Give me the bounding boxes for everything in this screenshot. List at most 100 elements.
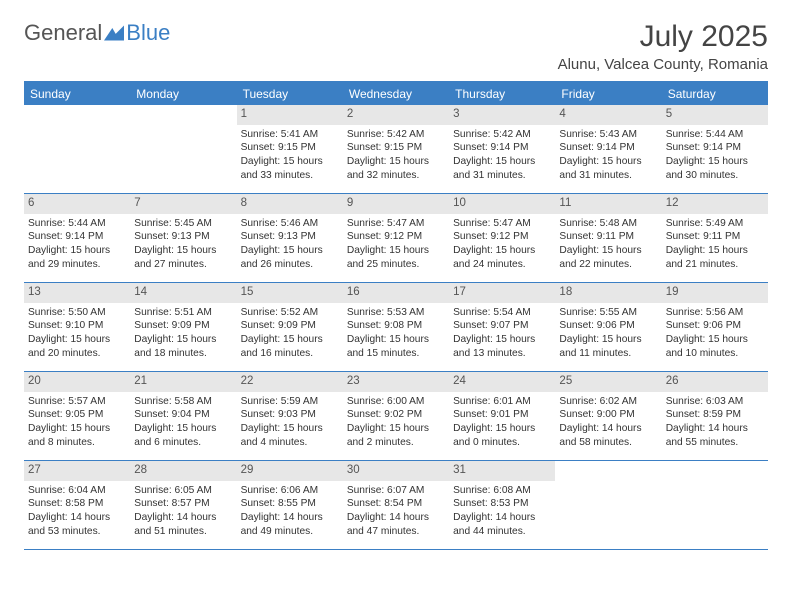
sunrise-text: Sunrise: 5:47 AM	[347, 217, 445, 231]
daylight-line1: Daylight: 15 hours	[28, 244, 126, 258]
sunset-text: Sunset: 8:53 PM	[453, 497, 551, 511]
day-cell: 21Sunrise: 5:58 AMSunset: 9:04 PMDayligh…	[130, 372, 236, 460]
logo-text-1: General	[24, 20, 102, 46]
day-number: 7	[130, 194, 236, 214]
day-number: 6	[24, 194, 130, 214]
sunset-text: Sunset: 9:08 PM	[347, 319, 445, 333]
daylight-line2: and 32 minutes.	[347, 169, 445, 183]
day-header-cell: Thursday	[449, 83, 555, 105]
daylight-line2: and 58 minutes.	[559, 436, 657, 450]
sunrise-text: Sunrise: 5:49 AM	[666, 217, 764, 231]
day-cell: 11Sunrise: 5:48 AMSunset: 9:11 PMDayligh…	[555, 194, 661, 282]
sunrise-text: Sunrise: 6:00 AM	[347, 395, 445, 409]
day-cell: 18Sunrise: 5:55 AMSunset: 9:06 PMDayligh…	[555, 283, 661, 371]
sunset-text: Sunset: 8:58 PM	[28, 497, 126, 511]
daylight-line1: Daylight: 15 hours	[134, 244, 232, 258]
day-number: 23	[343, 372, 449, 392]
day-cell: 17Sunrise: 5:54 AMSunset: 9:07 PMDayligh…	[449, 283, 555, 371]
daylight-line1: Daylight: 15 hours	[347, 155, 445, 169]
day-cell	[555, 461, 661, 549]
daylight-line2: and 27 minutes.	[134, 258, 232, 272]
day-cell: 12Sunrise: 5:49 AMSunset: 9:11 PMDayligh…	[662, 194, 768, 282]
day-cell: 29 Sunrise: 6:06 AMSunset: 8:55 PMDayligh…	[237, 461, 343, 549]
sunset-text: Sunset: 9:14 PM	[28, 230, 126, 244]
sunrise-text: Sunrise: 5:50 AM	[28, 306, 126, 320]
day-cell	[662, 461, 768, 549]
daylight-line2: and 55 minutes.	[666, 436, 764, 450]
sunrise-text: Sunrise: 5:59 AM	[241, 395, 339, 409]
sunset-text: Sunset: 8:57 PM	[134, 497, 232, 511]
sunrise-text: Sunrise: 6:06 AM	[241, 484, 339, 498]
day-number: 27	[24, 461, 130, 481]
sunrise-text: Sunrise: 5:57 AM	[28, 395, 126, 409]
daylight-line2: and 8 minutes.	[28, 436, 126, 450]
day-number: 17	[449, 283, 555, 303]
page-title: July 2025	[640, 20, 768, 54]
sunset-text: Sunset: 9:11 PM	[559, 230, 657, 244]
daylight-line2: and 26 minutes.	[241, 258, 339, 272]
sunrise-text: Sunrise: 6:03 AM	[666, 395, 764, 409]
daylight-line2: and 4 minutes.	[241, 436, 339, 450]
daylight-line1: Daylight: 15 hours	[347, 244, 445, 258]
daylight-line1: Daylight: 15 hours	[666, 155, 764, 169]
sunset-text: Sunset: 9:14 PM	[666, 141, 764, 155]
daylight-line1: Daylight: 15 hours	[347, 422, 445, 436]
sunset-text: Sunset: 9:10 PM	[28, 319, 126, 333]
sunset-text: Sunset: 9:13 PM	[241, 230, 339, 244]
day-number: 5	[662, 105, 768, 125]
calendar-body: 1Sunrise: 5:41 AMSunset: 9:15 PMDaylight…	[24, 105, 768, 550]
day-cell	[24, 105, 130, 193]
daylight-line1: Daylight: 14 hours	[241, 511, 339, 525]
sunrise-text: Sunrise: 5:54 AM	[453, 306, 551, 320]
daylight-line2: and 31 minutes.	[559, 169, 657, 183]
sunset-text: Sunset: 9:03 PM	[241, 408, 339, 422]
day-header-row: SundayMondayTuesdayWednesdayThursdayFrid…	[24, 83, 768, 105]
sunrise-text: Sunrise: 5:42 AM	[453, 128, 551, 142]
sunrise-text: Sunrise: 5:53 AM	[347, 306, 445, 320]
day-cell	[130, 105, 236, 193]
daylight-line2: and 51 minutes.	[134, 525, 232, 539]
day-cell: 19Sunrise: 5:56 AMSunset: 9:06 PMDayligh…	[662, 283, 768, 371]
daylight-line2: and 47 minutes.	[347, 525, 445, 539]
day-cell: 22Sunrise: 5:59 AMSunset: 9:03 PMDayligh…	[237, 372, 343, 460]
day-number: 28	[130, 461, 236, 481]
sunset-text: Sunset: 9:00 PM	[559, 408, 657, 422]
sunrise-text: Sunrise: 6:04 AM	[28, 484, 126, 498]
sunrise-text: Sunrise: 5:52 AM	[241, 306, 339, 320]
day-cell: 2Sunrise: 5:42 AMSunset: 9:15 PMDaylight…	[343, 105, 449, 193]
daylight-line2: and 49 minutes.	[241, 525, 339, 539]
day-cell: 13Sunrise: 5:50 AMSunset: 9:10 PMDayligh…	[24, 283, 130, 371]
daylight-line1: Daylight: 15 hours	[559, 333, 657, 347]
week-row: 20Sunrise: 5:57 AMSunset: 9:05 PMDayligh…	[24, 372, 768, 461]
daylight-line1: Daylight: 15 hours	[28, 333, 126, 347]
daylight-line2: and 2 minutes.	[347, 436, 445, 450]
day-number: 3	[449, 105, 555, 125]
daylight-line1: Daylight: 15 hours	[453, 422, 551, 436]
day-number: 21	[130, 372, 236, 392]
sunset-text: Sunset: 8:55 PM	[241, 497, 339, 511]
daylight-line2: and 20 minutes.	[28, 347, 126, 361]
day-number: 29	[237, 461, 343, 481]
daylight-line2: and 15 minutes.	[347, 347, 445, 361]
sunset-text: Sunset: 9:09 PM	[134, 319, 232, 333]
day-number: 8	[237, 194, 343, 214]
daylight-line1: Daylight: 15 hours	[28, 422, 126, 436]
daylight-line2: and 30 minutes.	[666, 169, 764, 183]
day-number: 10	[449, 194, 555, 214]
daylight-line1: Daylight: 14 hours	[559, 422, 657, 436]
sunrise-text: Sunrise: 5:42 AM	[347, 128, 445, 142]
week-row: 27 Sunrise: 6:04 AMSunset: 8:58 PM Dayligh…	[24, 461, 768, 550]
sunset-text: Sunset: 9:15 PM	[347, 141, 445, 155]
day-number: 11	[555, 194, 661, 214]
sunrise-text: Sunrise: 5:56 AM	[666, 306, 764, 320]
daylight-line2: and 18 minutes.	[134, 347, 232, 361]
sunset-text: Sunset: 9:02 PM	[347, 408, 445, 422]
day-number: 14	[130, 283, 236, 303]
daylight-line1: Daylight: 15 hours	[134, 333, 232, 347]
daylight-line1: Daylight: 15 hours	[241, 422, 339, 436]
day-cell: 1Sunrise: 5:41 AMSunset: 9:15 PMDaylight…	[237, 105, 343, 193]
sunrise-text: Sunrise: 5:51 AM	[134, 306, 232, 320]
week-row: 6Sunrise: 5:44 AMSunset: 9:14 PMDaylight…	[24, 194, 768, 283]
daylight-line2: and 44 minutes.	[453, 525, 551, 539]
sunrise-text: Sunrise: 5:43 AM	[559, 128, 657, 142]
